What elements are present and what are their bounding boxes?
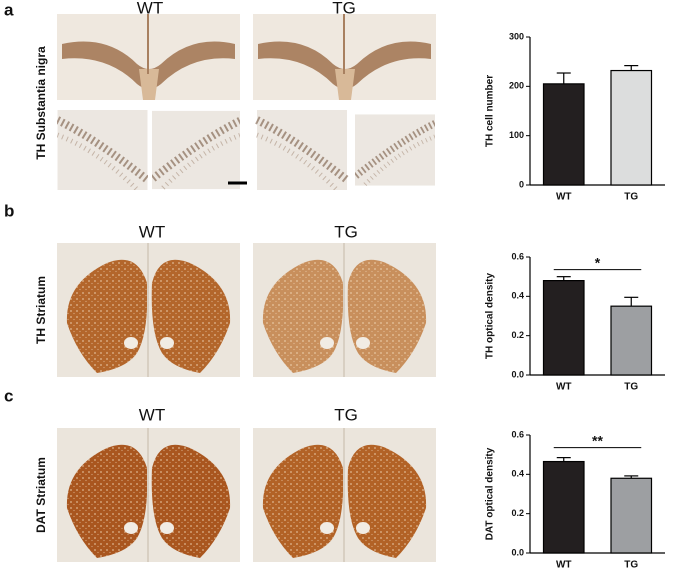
x-tick-label: WT: [556, 560, 572, 571]
micrograph: [253, 243, 436, 377]
image-label: TG: [334, 405, 358, 424]
significance-label: *: [595, 254, 601, 270]
micrograph: [257, 110, 347, 190]
micrograph: [57, 428, 240, 562]
micrograph: [355, 114, 435, 185]
micrograph: [253, 428, 436, 562]
bar: [610, 69, 653, 186]
y-axis-label: TH optical density: [485, 273, 496, 360]
x-tick-label: TG: [624, 192, 638, 203]
image-label: TG: [334, 222, 358, 241]
x-tick-label: WT: [556, 192, 572, 203]
y-tick-label: 0.4: [511, 291, 524, 301]
row-label: TH Striatum: [34, 276, 48, 344]
bar: [542, 460, 585, 554]
y-axis-label: DAT optical density: [485, 447, 496, 540]
y-tick-label: 300: [509, 31, 524, 41]
image-label: WT: [139, 222, 165, 241]
x-tick-label: TG: [624, 382, 638, 393]
y-tick-label: 200: [509, 81, 524, 91]
micrograph: [57, 14, 240, 100]
image-label: TG: [332, 0, 356, 17]
y-tick-label: 0.2: [511, 508, 524, 518]
bar: [610, 477, 653, 554]
significance-label: **: [592, 432, 603, 448]
micrograph: [253, 14, 436, 100]
y-tick-label: 0: [519, 179, 524, 189]
y-tick-label: 0.6: [511, 251, 524, 261]
panel-letter: c: [4, 386, 13, 405]
micrograph: [57, 243, 240, 377]
x-tick-label: WT: [556, 382, 572, 393]
bar: [542, 280, 585, 376]
bar: [610, 305, 653, 376]
y-tick-label: 0.0: [511, 547, 524, 557]
image-label: WT: [139, 405, 165, 424]
micrograph: [58, 110, 148, 190]
row-label: TH Substantia nigra: [34, 46, 48, 160]
panel-letter: a: [4, 0, 14, 19]
y-tick-label: 0.2: [511, 330, 524, 340]
y-tick-label: 0.4: [511, 469, 524, 479]
bar: [542, 83, 585, 186]
row-label: DAT Striatum: [34, 457, 48, 533]
y-tick-label: 0.6: [511, 429, 524, 439]
x-tick-label: TG: [624, 560, 638, 571]
image-label: WT: [137, 0, 163, 17]
micrograph: [152, 111, 240, 189]
y-tick-label: 100: [509, 130, 524, 140]
y-axis-label: TH cell number: [485, 75, 496, 147]
panel-letter: b: [4, 201, 14, 220]
y-tick-label: 0.0: [511, 369, 524, 379]
